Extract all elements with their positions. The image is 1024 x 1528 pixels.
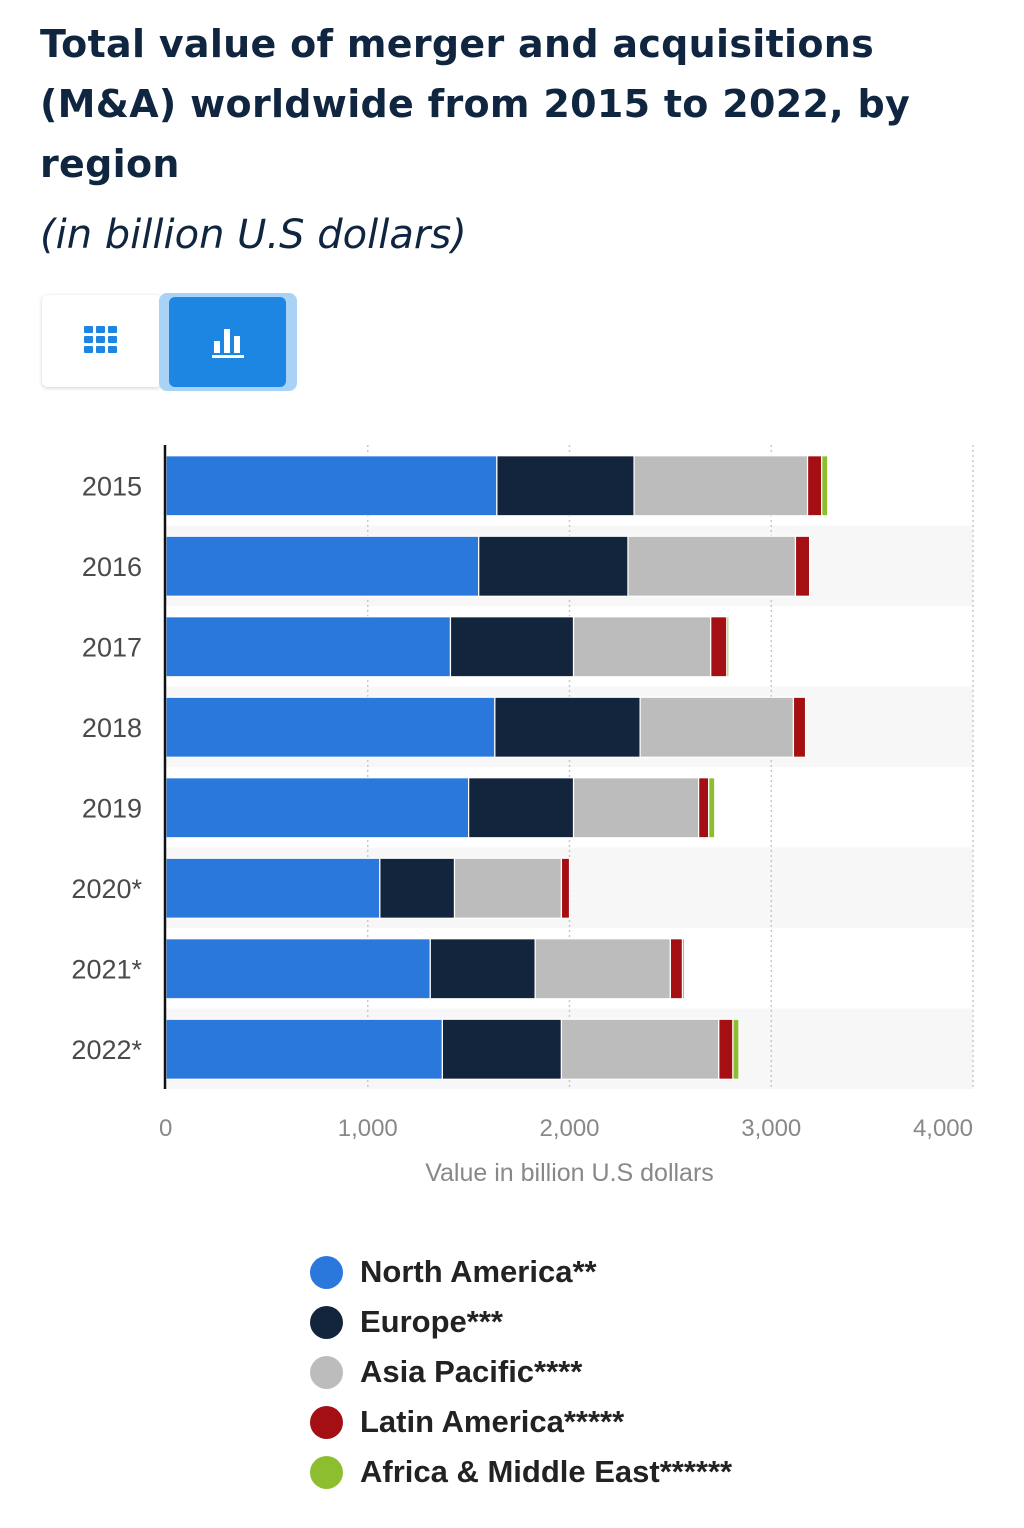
bar-2017-north-america[interactable] [165,616,452,678]
y-tick-label-2022: 2022* [71,1035,142,1065]
y-tick-label-2017: 2017 [82,632,142,662]
bar-2017-africa-middle-east[interactable] [726,616,730,678]
x-axis-labels: 0 1,000 2,000 3,000 4,000 [159,1115,973,1142]
bar-2022-africa-middle-east[interactable] [732,1018,740,1080]
grid-icon [84,326,117,353]
bar-2021-africa-middle-east[interactable] [681,938,686,1000]
bar-2020-north-america[interactable] [165,857,381,919]
bar-2022-latin-america[interactable] [718,1018,734,1080]
bar-2021-asia-pacific[interactable] [534,938,671,1000]
bar-2021-north-america[interactable] [165,938,431,1000]
legend-label-africa-middle-east: Africa & Middle East****** [360,1454,733,1489]
legend-label-asia-pacific: Asia Pacific**** [360,1354,583,1389]
chart-view-button-focus [159,293,297,391]
bar-2019-africa-middle-east[interactable] [708,777,716,839]
bar-2018-europe[interactable] [494,696,641,758]
y-tick-label-2019: 2019 [82,793,142,823]
bar-2017-asia-pacific[interactable] [572,616,712,678]
chart-title: Total value of merger and acquisitions (… [40,22,911,186]
x-tick-label-3000: 3,000 [741,1115,801,1142]
x-tick-label-1000: 1,000 [338,1115,398,1142]
bar-2017-latin-america[interactable] [710,616,728,678]
legend-swatch-asia-pacific [310,1356,343,1389]
bar-chart-icon [212,329,244,358]
x-tick-label-2000: 2,000 [539,1115,599,1142]
stacked-bar-chart: 2015 2016 2017 2018 2019 2020* 2021* 2022* 0 1,0… [71,445,974,1187]
x-axis-title: Value in billion U.S dollars [425,1159,714,1187]
y-tick-label-2015: 2015 [82,471,142,501]
legend-label-north-america: North America** [360,1254,597,1289]
legend-swatch-europe [310,1306,343,1339]
bar-2022-north-america[interactable] [165,1018,443,1080]
bar-2019-latin-america[interactable] [698,777,710,839]
bar-2016-asia-pacific[interactable] [627,535,797,597]
legend-swatch-africa-middle-east [310,1456,343,1489]
bar-2016-north-america[interactable] [165,535,480,597]
bars [165,455,829,1080]
legend-label-latin-america: Latin America***** [360,1404,625,1439]
x-tick-label-4000: 4,000 [913,1115,973,1142]
table-view-button[interactable] [42,295,162,387]
y-tick-label-2016: 2016 [82,552,142,582]
bar-2022-europe[interactable] [441,1018,563,1080]
bar-2015-europe[interactable] [496,455,635,517]
legend-swatch-latin-america [310,1406,343,1439]
chart-view-button[interactable] [169,297,286,387]
bar-2018-asia-pacific[interactable] [639,696,795,758]
x-tick-label-0: 0 [159,1115,172,1142]
bar-2021-europe[interactable] [429,938,536,1000]
bar-2015-latin-america[interactable] [806,455,823,517]
bar-2019-north-america[interactable] [165,777,470,839]
y-tick-label-2018: 2018 [82,713,142,743]
y-tick-label-2020: 2020* [71,874,142,904]
bar-2019-europe[interactable] [468,777,575,839]
bar-2018-latin-america[interactable] [792,696,807,758]
y-tick-label-2021: 2021* [71,954,142,984]
bar-2022-asia-pacific[interactable] [560,1018,720,1080]
bar-2020-latin-america[interactable] [560,857,571,919]
chart-subtitle: (in billion U.S dollars) [40,212,467,258]
y-axis-labels: 2015 2016 2017 2018 2019 2020* 2021* 2022* [71,471,142,1065]
bar-2017-europe[interactable] [449,616,575,678]
bar-2021-latin-america[interactable] [669,938,684,1000]
bar-2015-north-america[interactable] [165,455,498,517]
bar-2018-north-america[interactable] [165,696,496,758]
bar-2020-asia-pacific[interactable] [453,857,563,919]
bar-2016-europe[interactable] [478,535,629,597]
bar-2016-latin-america[interactable] [794,535,811,597]
bar-2015-asia-pacific[interactable] [633,455,809,517]
legend-swatch-north-america [310,1256,343,1289]
legend-label-europe: Europe*** [360,1304,503,1339]
bar-2015-africa-middle-east[interactable] [821,455,829,517]
bar-2020-europe[interactable] [379,857,456,919]
bar-2019-asia-pacific[interactable] [572,777,700,839]
view-toggle [42,293,298,391]
